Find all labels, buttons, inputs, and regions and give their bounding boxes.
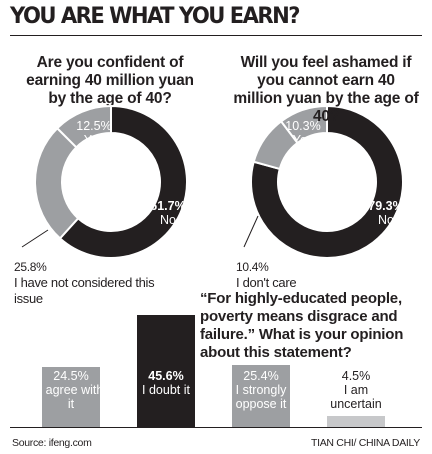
- donut2-label-yes: 10.3% Yes: [281, 119, 325, 147]
- bar-1: [137, 315, 195, 427]
- bar-label-0: 24.5% I agree with it: [36, 369, 106, 411]
- donut2-slice-0: [250, 104, 404, 259]
- bar-value-3: 4.5%: [341, 369, 371, 383]
- credit-note: TIAN CHI/ CHINA DAILY: [310, 437, 420, 449]
- donut2-label-no: 79.3% No: [364, 199, 408, 227]
- donut1-considered-pct: 25.8%: [14, 260, 47, 274]
- donut2-slice-2: [279, 104, 328, 145]
- bar-value-0: 24.5%: [53, 369, 89, 383]
- donut1-yes-pct: 12.5%: [76, 119, 112, 133]
- donut1-question: Are you confident of earning 40 million …: [26, 54, 194, 107]
- bar-label-3: 4.5% I am uncertain: [321, 369, 391, 411]
- bar-category-2: I strongly oppose it: [235, 383, 287, 411]
- bar-category-1: I doubt it: [142, 383, 190, 397]
- donut2-annotation-dont-care: 10.4% I don't care: [236, 259, 356, 291]
- donut1-label-yes: 12.5% Yes: [72, 119, 116, 147]
- donut2-yes-pct: 10.3%: [285, 119, 321, 133]
- bar-3: [327, 416, 385, 427]
- page-title: YOU ARE WHAT YOU EARN?: [10, 4, 301, 29]
- donut2-leader-dont-care: [243, 215, 259, 248]
- donut2-no-pct: 79.3%: [368, 199, 404, 213]
- donut2-question: Will you feel ashamed if you cannot earn…: [233, 54, 419, 125]
- bar-value-1: 45.6%: [148, 369, 184, 383]
- donut1-no-text: No: [160, 213, 176, 227]
- donut2-no-text: No: [378, 213, 394, 227]
- bar-category-3: I am uncertain: [330, 383, 382, 411]
- bar-baseline: [10, 427, 422, 428]
- bar-label-1: 45.6% I doubt it: [131, 369, 201, 397]
- bar-question: “For highly-educated people, poverty mea…: [200, 290, 404, 361]
- donut1-label-no: 61.7% No: [146, 199, 190, 227]
- bar-0: [42, 367, 100, 427]
- donut2-dontcare-text: I don't care: [236, 275, 297, 290]
- donut1-no-pct: 61.7%: [150, 199, 186, 213]
- donut1-yes-text: Yes: [83, 133, 105, 147]
- donut2-dontcare-pct: 10.4%: [236, 260, 269, 274]
- bar-value-2: 25.4%: [243, 369, 279, 383]
- source-note: Source: ifeng.com: [12, 437, 92, 449]
- donut2-yes-text: Yes: [292, 133, 314, 147]
- donut1-leader-considered: [21, 229, 49, 248]
- donut1-annotation-considered: 25.8% I have not considered this issue: [14, 259, 174, 307]
- bar-category-0: I agree with it: [38, 383, 104, 411]
- donut1-slice-2: [55, 104, 112, 149]
- donut1-slice-0: [58, 104, 188, 259]
- bar-label-2: 25.4% I strongly oppose it: [226, 369, 296, 411]
- donut1-considered-text: I have not considered this issue: [14, 275, 155, 306]
- bar-2: [232, 365, 290, 427]
- title-rule: [10, 35, 422, 36]
